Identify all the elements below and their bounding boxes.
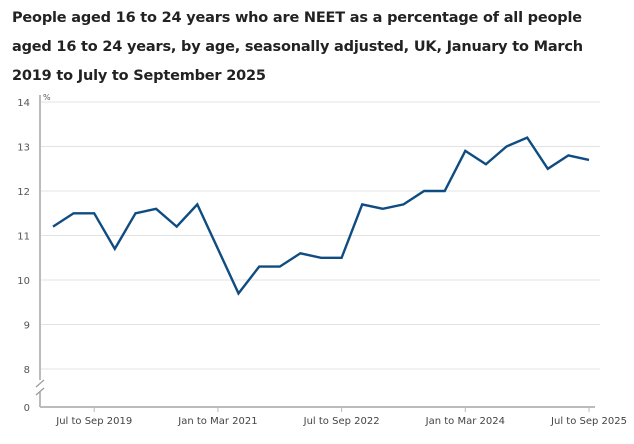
data-point[interactable]	[236, 290, 242, 296]
data-point[interactable]	[277, 264, 283, 270]
axis-break-icon	[35, 379, 45, 396]
y-tick-label: 12	[17, 187, 30, 198]
data-point[interactable]	[462, 148, 468, 154]
data-point[interactable]	[483, 161, 489, 167]
data-point[interactable]	[400, 201, 406, 207]
y-tick-label: 10	[17, 276, 30, 287]
data-point[interactable]	[174, 224, 180, 230]
x-tick-label: Jul to Sep 2025	[550, 416, 627, 427]
data-point[interactable]	[442, 188, 448, 194]
data-point[interactable]	[215, 246, 221, 252]
data-point[interactable]	[153, 206, 159, 212]
data-point[interactable]	[504, 144, 510, 150]
x-tick-label: Jan to Mar 2024	[425, 416, 505, 427]
y-tick-label: 0	[24, 403, 30, 414]
series-line	[52, 136, 590, 296]
y-tick-label: 9	[24, 321, 30, 332]
chart-title: People aged 16 to 24 years who are NEET …	[12, 10, 583, 84]
data-point[interactable]	[256, 264, 262, 270]
data-point[interactable]	[421, 188, 427, 194]
x-tick-label: Jul to Sep 2022	[303, 416, 380, 427]
data-point[interactable]	[297, 250, 303, 256]
y-tick-label: 14	[17, 98, 30, 109]
data-point[interactable]	[318, 255, 324, 261]
data-point[interactable]	[50, 224, 56, 230]
x-tick-label: Jul to Sep 2019	[55, 416, 132, 427]
y-tick-label: 11	[17, 232, 30, 243]
y-axis-unit-label: %	[43, 93, 51, 102]
data-point[interactable]	[380, 206, 386, 212]
data-point[interactable]	[586, 157, 592, 163]
data-point[interactable]	[194, 201, 200, 207]
data-point[interactable]	[71, 210, 77, 216]
data-point[interactable]	[339, 255, 345, 261]
data-point[interactable]	[565, 152, 571, 158]
y-tick-label: 8	[24, 365, 30, 376]
x-tick-label: Jan to Mar 2021	[177, 416, 257, 427]
data-point[interactable]	[359, 201, 365, 207]
data-point[interactable]	[132, 210, 138, 216]
data-point[interactable]	[524, 135, 530, 141]
data-point[interactable]	[112, 246, 118, 252]
data-point[interactable]	[545, 166, 551, 172]
data-point[interactable]	[91, 210, 97, 216]
y-tick-label: 13	[17, 143, 30, 154]
